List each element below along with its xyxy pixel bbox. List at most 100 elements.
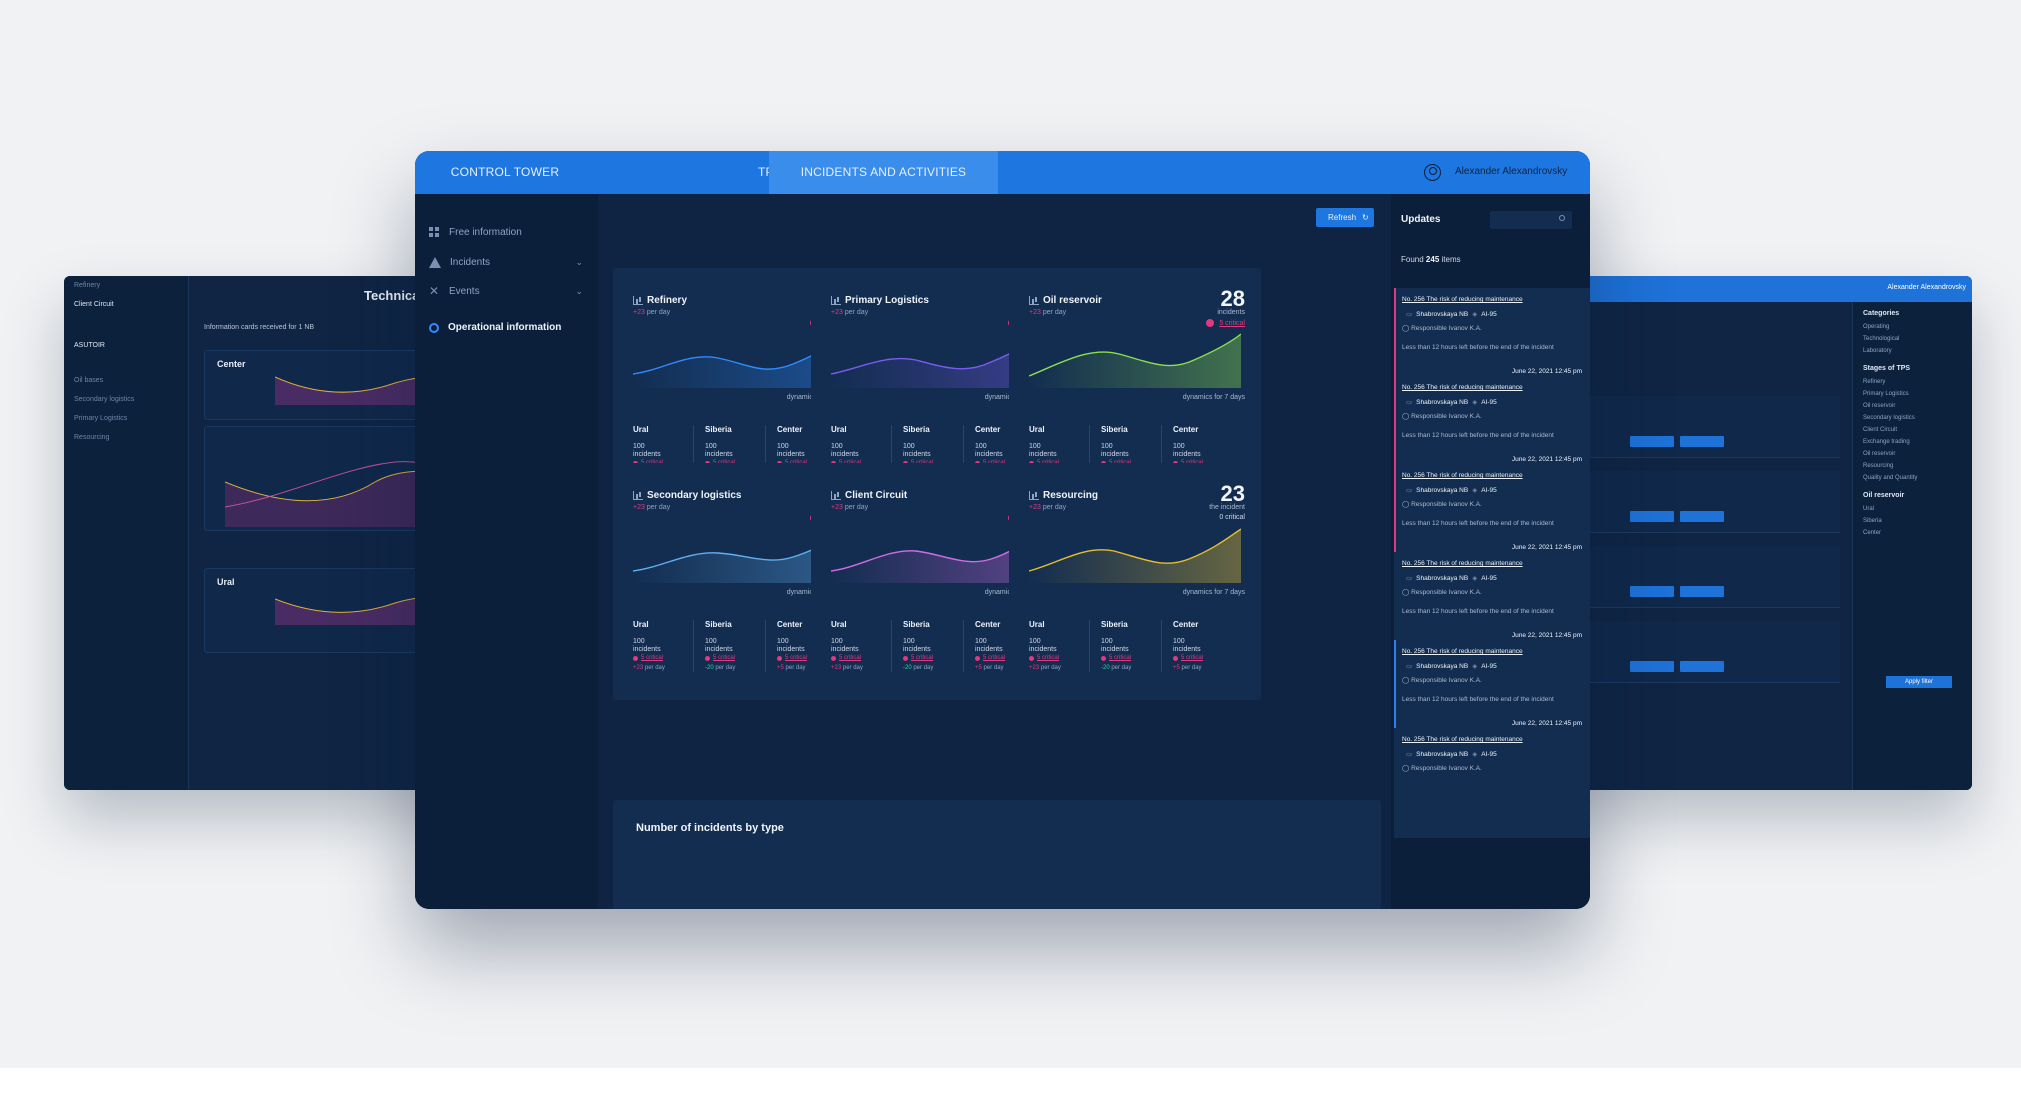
region-name: Ural (831, 620, 847, 629)
update-site: ▭ Shabrovskaya NB ◈ AI-95 (1406, 487, 1497, 494)
bg-left-sidebar-item: Oil bases (74, 377, 104, 384)
sidebar-item-label: Events (449, 286, 480, 297)
update-title-link[interactable]: No. 256 The risk of reducing maintenance (1402, 472, 1523, 479)
region-value: 100 incidents (903, 638, 931, 653)
background-window-right: Alexander Alexandrovsky nts Categories O… (1540, 276, 1972, 790)
update-title-link[interactable]: No. 256 The risk of reducing maintenance (1402, 648, 1523, 655)
region-name: Siberia (1101, 425, 1128, 434)
bg-left-sidebar-item: Client Circuit (74, 301, 114, 308)
found-suffix: items (1441, 255, 1461, 264)
region-value: 100 incidents (777, 638, 805, 653)
card-per-day: +23 per day (633, 504, 671, 511)
sidebar-item-operational-information[interactable]: Operational information (429, 322, 589, 333)
card-title: Resourcing (1029, 490, 1098, 501)
top-navigation: CONTROL TOWER TPS INCIDENTS AND ACTIVITI… (415, 151, 1590, 194)
update-title-link[interactable]: No. 256 The risk of reducing maintenance (1402, 384, 1523, 391)
region-critical-link[interactable]: 5 critical (777, 655, 843, 661)
bg-right-stage: Client Circuit (1863, 427, 1898, 433)
sidebar-item-events[interactable]: ✕ Events ⌄ (429, 285, 589, 297)
region-critical-link[interactable]: 5 critical (1173, 655, 1239, 661)
person-icon: ◯ (1402, 325, 1412, 332)
card-critical-link[interactable]: 0 critical (1219, 514, 1245, 521)
region-delta: -20 per day (705, 665, 736, 671)
card-title: Oil reservoir (1029, 295, 1102, 306)
incident-category-card[interactable]: Resourcing +23 per day 23 the incident 0… (1009, 463, 1261, 700)
incidents-by-type-card: Number of incidents by type (613, 800, 1381, 909)
update-site: ▭ Shabrovskaya NB ◈ AI-95 (1406, 399, 1497, 406)
bg-right-stage: Resourcing (1863, 463, 1894, 469)
bar-chart-icon (831, 491, 841, 500)
region-critical-link[interactable]: 5 critical (831, 655, 897, 661)
updates-search-input[interactable] (1490, 211, 1572, 229)
region-critical-link[interactable]: 5 critical (633, 655, 699, 661)
region-critical-link[interactable]: 5 critical (1101, 655, 1167, 661)
sidebar-item-incidents[interactable]: Incidents ⌄ (429, 257, 589, 268)
critical-dot-icon (831, 655, 836, 661)
region-name: Center (975, 425, 1001, 434)
card-per-day: +23 per day (831, 309, 869, 316)
bg-right-categories-title: Categories (1863, 310, 1900, 317)
updates-title: Updates (1401, 214, 1441, 225)
tab-control-tower[interactable]: CONTROL TOWER (450, 165, 560, 179)
bg-right-stage: Quality and Quantity (1863, 475, 1918, 481)
bar-chart-icon (1029, 296, 1039, 305)
sidebar-item-free-information[interactable]: Free information (429, 227, 589, 238)
update-responsible: ◯ Responsible Ivanov K.A. (1402, 589, 1482, 596)
active-dot-icon (429, 322, 439, 333)
region-critical-link[interactable]: 5 critical (1029, 655, 1095, 661)
bg-left-title: Technical (364, 288, 424, 303)
fuel-icon: ◈ (1472, 575, 1478, 582)
user-name[interactable]: Alexander Alexandrovsky (1455, 166, 1568, 177)
bg-right-stage: Secondary logistics (1863, 415, 1915, 421)
update-date: June 22, 2021 12:45 pm (1511, 632, 1582, 639)
card-per-day: +23 per day (633, 309, 671, 316)
page-footer-band (0, 1068, 2021, 1101)
bg-right-stage: Primary Logistics (1863, 391, 1909, 397)
region-value: 100 incidents (903, 443, 931, 458)
card-count-unit: incidents (1217, 309, 1245, 316)
critical-dot-icon (1173, 655, 1178, 661)
dynamics-sparkline (1029, 528, 1241, 583)
updates-found-count: Found 245 items (1401, 255, 1461, 264)
update-note: Less than 12 hours left before the end o… (1402, 696, 1554, 703)
card-count: 28 (1220, 286, 1245, 311)
card-critical-link[interactable]: 5 critical (1206, 319, 1245, 327)
region-critical-link[interactable]: 5 critical (975, 655, 1041, 661)
region-critical-link[interactable]: 5 critical (903, 655, 969, 661)
chevron-down-icon: ⌄ (575, 286, 583, 296)
update-title-link[interactable]: No. 256 The risk of reducing maintenance (1402, 560, 1523, 567)
main-content: Refresh↻ Operational information on inci… (598, 194, 1391, 909)
update-title-link[interactable]: No. 256 The risk of reducing maintenance (1402, 736, 1523, 743)
sidebar-item-label: Free information (449, 227, 522, 238)
user-avatar-icon[interactable] (1424, 164, 1441, 181)
refresh-button[interactable]: Refresh ↻ (1316, 208, 1374, 227)
update-responsible: ◯ Responsible Ivanov K.A. (1402, 413, 1482, 420)
region-name: Ural (633, 425, 649, 434)
bg-left-sidebar: Refinery Client Circuit ASUTOIR Oil base… (64, 276, 189, 790)
tab-incidents-and-activities[interactable]: INCIDENTS AND ACTIVITIES (769, 151, 998, 194)
update-note: Less than 12 hours left before the end o… (1402, 432, 1554, 439)
update-title-link[interactable]: No. 256 The risk of reducing maintenance (1402, 296, 1523, 303)
update-item[interactable]: No. 256 The risk of reducing maintenance… (1394, 728, 1590, 838)
bg-right-row (1540, 471, 1840, 533)
dynamics-label: dynamics for 7 days (1182, 589, 1245, 596)
region-name: Siberia (1101, 620, 1128, 629)
incidents-by-type-title: Number of incidents by type (636, 822, 784, 834)
grid-icon (429, 227, 440, 238)
region-name: Center (1173, 425, 1199, 434)
region-name: Ural (1029, 425, 1045, 434)
region-value: 100 incidents (1101, 443, 1129, 458)
region-delta: +5 per day (1173, 665, 1202, 671)
region-critical-link[interactable]: 5 critical (705, 655, 771, 661)
region-name: Center (975, 620, 1001, 629)
region-value: 100 incidents (705, 638, 733, 653)
bg-right-apply-button: Apply filter (1886, 676, 1952, 688)
update-site: ▭ Shabrovskaya NB ◈ AI-95 (1406, 751, 1497, 758)
region-value: 100 incidents (1029, 443, 1057, 458)
critical-dot-icon (777, 655, 782, 661)
sidebar-item-label: Operational information (448, 322, 562, 333)
person-icon: ◯ (1402, 413, 1412, 420)
bar-chart-icon (1029, 491, 1039, 500)
